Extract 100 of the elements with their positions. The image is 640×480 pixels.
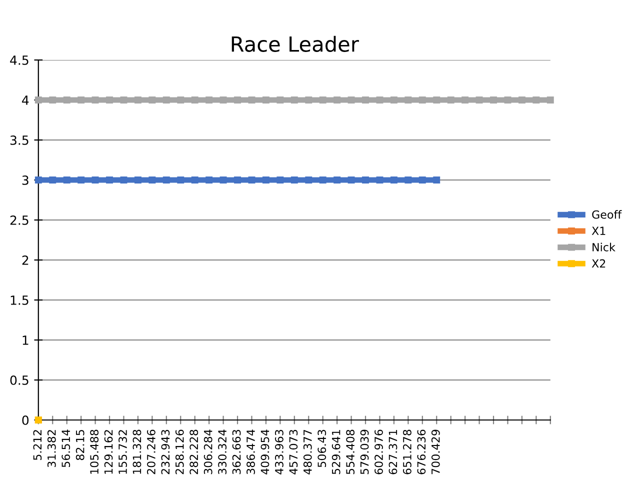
- legend-label: X2: [592, 259, 606, 268]
- y-tick-label: 4: [22, 96, 29, 105]
- point: [276, 176, 284, 184]
- point: [305, 96, 312, 104]
- point: [404, 176, 412, 184]
- point: [248, 96, 256, 104]
- x-tick-label: 579.039: [360, 430, 369, 474]
- x-tick-label: 676.236: [417, 430, 426, 474]
- point: [262, 176, 270, 184]
- x-tick-label: 506.43: [318, 430, 326, 468]
- point: [404, 96, 412, 104]
- point: [290, 176, 298, 184]
- point: [106, 176, 113, 184]
- point: [348, 96, 355, 104]
- point: [462, 96, 469, 104]
- point: [262, 96, 270, 104]
- x-tick-label: 56.514: [62, 430, 70, 468]
- point: [518, 96, 526, 104]
- point: [148, 96, 156, 104]
- point: [191, 176, 198, 184]
- x-tick-label: 155.732: [118, 430, 127, 474]
- x-tick-label: 258.126: [175, 430, 184, 474]
- point: [447, 96, 454, 104]
- point: [362, 176, 369, 184]
- point: [334, 176, 341, 184]
- legend-label: Nick: [592, 242, 616, 252]
- y-tick-label: 4.5: [10, 56, 28, 65]
- x-tick-label: 105.488: [90, 430, 99, 474]
- point: [220, 176, 227, 184]
- x-tick-label: 457.073: [289, 430, 298, 474]
- point: [120, 96, 128, 104]
- point: [120, 176, 128, 184]
- x-tick-label: 129.162: [104, 430, 113, 474]
- y-tick-label: 1.5: [10, 296, 28, 305]
- x-tick-label: 409.954: [260, 430, 270, 474]
- point: [34, 96, 42, 104]
- point: [319, 176, 326, 184]
- x-tick-label: 282.228: [190, 430, 198, 474]
- x-tick-label: 651.278: [402, 430, 412, 474]
- point: [177, 96, 184, 104]
- point: [390, 96, 398, 104]
- point: [234, 176, 241, 184]
- point: [305, 176, 312, 184]
- point: [49, 176, 56, 184]
- point: [49, 96, 56, 104]
- point: [276, 96, 284, 104]
- point: [63, 96, 70, 104]
- point: [63, 176, 70, 184]
- point: [418, 96, 426, 104]
- y-tick-label: 2.5: [10, 215, 28, 225]
- point: [206, 96, 213, 104]
- point: [290, 96, 298, 104]
- y-tick-label: 1: [22, 336, 28, 345]
- point: [191, 96, 198, 104]
- x-tick-label: 554.408: [346, 430, 355, 474]
- x-tick-label: 5.212: [33, 430, 42, 460]
- point: [220, 96, 227, 104]
- x-tick-label: 306.284: [204, 430, 212, 474]
- x-tick-label: 700.429: [431, 430, 440, 474]
- point: [504, 96, 512, 104]
- x-tick-label: 181.328: [132, 430, 142, 474]
- point: [376, 96, 384, 104]
- x-tick-label: 602.976: [374, 430, 383, 474]
- x-tick-label: 31.382: [47, 430, 56, 468]
- x-tick-label: 480.377: [303, 430, 312, 474]
- point: [390, 176, 398, 184]
- point: [546, 96, 554, 104]
- point: [362, 96, 369, 104]
- point: [248, 176, 256, 184]
- point: [162, 96, 170, 104]
- y-tick-label: 3.5: [10, 135, 28, 145]
- x-tick-label: 433.963: [274, 430, 284, 474]
- point: [92, 96, 99, 104]
- point: [134, 96, 142, 104]
- legend-label: Geoff: [592, 210, 622, 219]
- point: [148, 176, 156, 184]
- y-tick-label: 3: [22, 175, 28, 185]
- x-tick-label: 232.943: [161, 430, 170, 474]
- point: [78, 96, 85, 104]
- point: [106, 96, 113, 104]
- point: [92, 176, 99, 184]
- point: [433, 96, 440, 104]
- point: [476, 96, 483, 104]
- point: [206, 176, 213, 184]
- x-tick-label: 362.663: [232, 430, 241, 474]
- x-tick-label: 386.474: [246, 430, 255, 474]
- point: [162, 176, 170, 184]
- point: [134, 176, 142, 184]
- point: [532, 96, 540, 104]
- point: [234, 96, 241, 104]
- chart-title: Race Leader: [232, 36, 359, 52]
- y-tick-label: 0: [22, 415, 29, 425]
- x-tick-label: 627.371: [388, 430, 398, 474]
- point: [334, 96, 341, 104]
- point: [348, 176, 355, 184]
- point: [78, 176, 85, 184]
- point: [490, 96, 497, 104]
- x-tick-label: 330.324: [218, 430, 227, 474]
- x-tick-label: 529.641: [332, 430, 340, 474]
- y-tick-label: 2: [22, 255, 28, 265]
